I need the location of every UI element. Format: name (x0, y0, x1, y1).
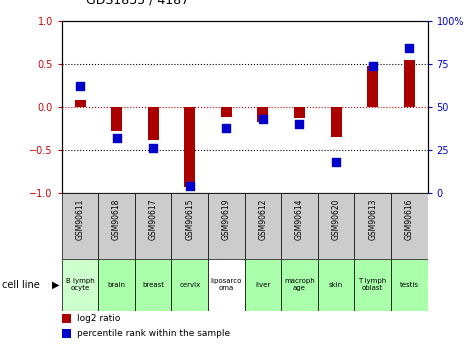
Bar (62, 329, 71, 338)
Bar (62, 259, 98, 310)
Text: GSM90617: GSM90617 (149, 198, 158, 240)
Bar (221, 107, 232, 117)
Bar (331, 107, 342, 137)
Text: T lymph
oblast: T lymph oblast (359, 278, 387, 291)
Text: GSM90620: GSM90620 (332, 198, 341, 240)
Bar (148, 107, 159, 140)
Bar (354, 193, 391, 259)
Bar (294, 107, 305, 118)
Bar (171, 193, 208, 259)
Bar (354, 259, 391, 310)
Bar (367, 66, 378, 107)
Bar (208, 193, 245, 259)
Point (186, 184, 194, 189)
Text: GSM90615: GSM90615 (185, 198, 194, 240)
Text: percentile rank within the sample: percentile rank within the sample (77, 329, 230, 338)
Text: GSM90614: GSM90614 (295, 198, 304, 240)
Bar (281, 193, 318, 259)
Bar (391, 259, 428, 310)
Bar (62, 314, 71, 323)
Bar (257, 107, 268, 122)
Text: brain: brain (108, 282, 125, 288)
Bar (245, 193, 281, 259)
Bar (281, 259, 318, 310)
Text: liver: liver (255, 282, 271, 288)
Text: GSM90618: GSM90618 (112, 198, 121, 240)
Bar (171, 259, 208, 310)
Text: breast: breast (142, 282, 164, 288)
Bar (111, 107, 122, 131)
Text: cell line: cell line (2, 280, 40, 289)
Text: GDS1835 / 4187: GDS1835 / 4187 (86, 0, 189, 7)
Point (332, 159, 340, 165)
Text: log2 ratio: log2 ratio (77, 314, 121, 323)
Point (222, 125, 230, 130)
Bar (208, 259, 245, 310)
Point (113, 135, 121, 141)
Text: GSM90612: GSM90612 (258, 198, 267, 240)
Text: GSM90613: GSM90613 (368, 198, 377, 240)
Point (405, 46, 413, 51)
Point (295, 121, 304, 127)
Bar (98, 259, 135, 310)
Text: skin: skin (329, 282, 343, 288)
Bar (135, 193, 171, 259)
Point (149, 146, 157, 151)
Text: cervix: cervix (179, 282, 200, 288)
Text: ▶: ▶ (52, 280, 60, 289)
Point (369, 63, 377, 68)
Text: liposarco
oma: liposarco oma (210, 278, 242, 291)
Bar (62, 193, 98, 259)
Bar (404, 60, 415, 107)
Text: GSM90611: GSM90611 (76, 198, 85, 240)
Bar (318, 193, 354, 259)
Bar (135, 259, 171, 310)
Point (259, 116, 267, 122)
Text: GSM90619: GSM90619 (222, 198, 231, 240)
Text: GSM90616: GSM90616 (405, 198, 414, 240)
Bar (184, 107, 195, 187)
Bar (75, 100, 86, 107)
Bar (318, 259, 354, 310)
Text: macroph
age: macroph age (284, 278, 315, 291)
Point (76, 83, 84, 89)
Bar (98, 193, 135, 259)
Text: testis: testis (399, 282, 419, 288)
Bar (245, 259, 281, 310)
Bar (391, 193, 428, 259)
Text: B lymph
ocyte: B lymph ocyte (66, 278, 95, 291)
